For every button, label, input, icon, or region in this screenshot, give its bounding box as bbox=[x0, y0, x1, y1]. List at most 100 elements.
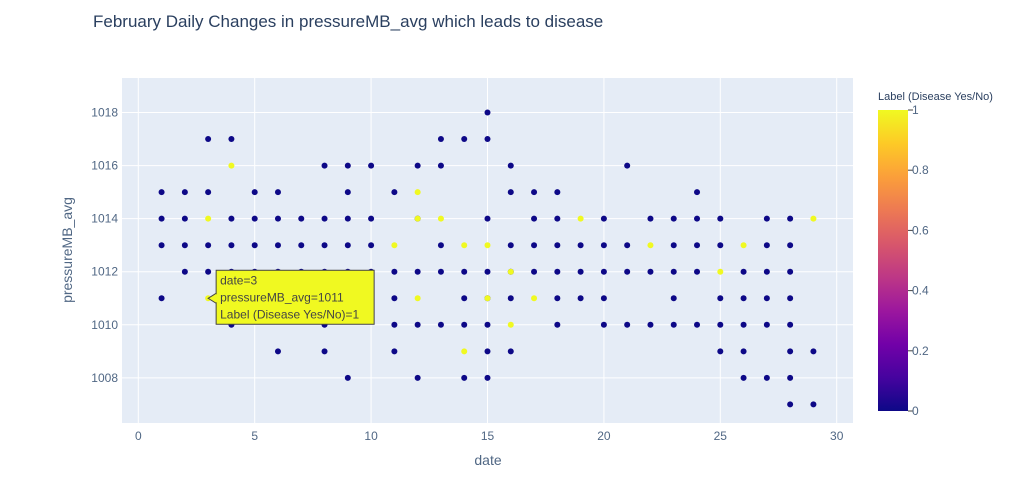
y-axis-title: pressureMB_avg bbox=[59, 197, 75, 303]
scatter-point bbox=[554, 215, 561, 222]
scatter-point bbox=[461, 136, 468, 143]
hover-box bbox=[215, 269, 375, 325]
scatter-point bbox=[461, 268, 468, 275]
scatter-point bbox=[810, 348, 817, 355]
scatter-point bbox=[181, 215, 188, 222]
colorbar-gradient bbox=[878, 110, 908, 411]
scatter-point bbox=[484, 215, 491, 222]
scatter-point bbox=[344, 242, 351, 249]
scatter-point bbox=[600, 215, 607, 222]
scatter-point bbox=[251, 189, 258, 196]
scatter-point bbox=[531, 189, 538, 196]
colorbar-tick-label: 0.2 bbox=[912, 344, 929, 358]
scatter-point bbox=[228, 162, 235, 169]
scatter-point bbox=[507, 321, 514, 328]
scatter-point bbox=[274, 242, 281, 249]
scatter-point bbox=[670, 242, 677, 249]
scatter-point bbox=[228, 136, 235, 143]
scatter-point bbox=[717, 321, 724, 328]
scatter-point bbox=[158, 295, 165, 302]
scatter-point bbox=[298, 242, 305, 249]
scatter-point bbox=[368, 162, 375, 169]
scatter-point bbox=[600, 242, 607, 249]
scatter-point bbox=[600, 268, 607, 275]
scatter-point bbox=[577, 215, 584, 222]
scatter-point bbox=[763, 374, 770, 381]
scatter-point bbox=[600, 295, 607, 302]
scatter-point bbox=[391, 242, 398, 249]
scatter-point bbox=[461, 374, 468, 381]
scatter-point bbox=[391, 348, 398, 355]
scatter-point bbox=[647, 242, 654, 249]
scatter-point bbox=[763, 215, 770, 222]
x-tick-label: 0 bbox=[135, 429, 142, 443]
scatter-point bbox=[810, 401, 817, 408]
scatter-point bbox=[717, 295, 724, 302]
scatter-point bbox=[414, 295, 421, 302]
x-tick-label: 25 bbox=[714, 429, 728, 443]
scatter-point bbox=[484, 242, 491, 249]
hover-line: pressureMB_avg=1011 bbox=[220, 290, 344, 304]
scatter-point bbox=[344, 189, 351, 196]
scatter-point bbox=[321, 162, 328, 169]
scatter-point bbox=[414, 162, 421, 169]
scatter-point bbox=[694, 242, 701, 249]
scatter-point bbox=[321, 348, 328, 355]
scatter-point bbox=[694, 189, 701, 196]
scatter-point bbox=[740, 321, 747, 328]
scatter-point bbox=[414, 215, 421, 222]
y-tick-label: 1010 bbox=[91, 318, 118, 332]
x-tick-label: 5 bbox=[251, 429, 258, 443]
hover-line: Label (Disease Yes/No)=1 bbox=[220, 307, 359, 321]
scatter-point bbox=[531, 295, 538, 302]
scatter-point bbox=[624, 242, 631, 249]
scatter-point bbox=[321, 215, 328, 222]
scatter-point bbox=[484, 136, 491, 143]
colorbar-tick-label: 0.6 bbox=[912, 223, 929, 237]
x-tick-label: 15 bbox=[481, 429, 495, 443]
colorbar: Label (Disease Yes/No) 0 0.2 0.4 0.6 0.8 1 bbox=[878, 91, 993, 418]
scatter-point bbox=[414, 374, 421, 381]
tick-labels: 0 5 10 15 20 25 30 1008 1010 1012 1014 1016 1018 bbox=[91, 106, 843, 444]
scatter-point bbox=[647, 321, 654, 328]
scatter-point bbox=[670, 321, 677, 328]
scatter-point bbox=[414, 268, 421, 275]
scatter-point bbox=[391, 268, 398, 275]
scatter-point bbox=[484, 268, 491, 275]
scatter-point bbox=[694, 215, 701, 222]
scatter-point bbox=[391, 321, 398, 328]
scatter-point bbox=[531, 242, 538, 249]
scatter-point bbox=[484, 348, 491, 355]
scatter-point bbox=[554, 189, 561, 196]
scatter-point bbox=[763, 295, 770, 302]
scatter-point bbox=[577, 268, 584, 275]
scatter-point bbox=[740, 374, 747, 381]
scatter-point bbox=[531, 215, 538, 222]
hover-joint bbox=[215, 294, 219, 303]
scatter-point bbox=[437, 215, 444, 222]
scatter-point bbox=[274, 189, 281, 196]
scatter-point bbox=[763, 321, 770, 328]
scatter-point bbox=[694, 321, 701, 328]
scatter-point bbox=[624, 321, 631, 328]
scatter-point bbox=[554, 268, 561, 275]
scatter-point bbox=[740, 295, 747, 302]
scatter-point bbox=[740, 348, 747, 355]
scatter-point bbox=[694, 268, 701, 275]
scatter-point bbox=[437, 242, 444, 249]
scatter-point bbox=[158, 242, 165, 249]
scatter-point bbox=[461, 348, 468, 355]
scatter-point bbox=[763, 268, 770, 275]
x-tick-label: 30 bbox=[830, 429, 844, 443]
scatter-point bbox=[298, 215, 305, 222]
scatter-point bbox=[437, 162, 444, 169]
scatter-point bbox=[624, 162, 631, 169]
scatter-point bbox=[461, 295, 468, 302]
scatter-point bbox=[205, 215, 212, 222]
scatter-point bbox=[717, 348, 724, 355]
y-tick-label: 1016 bbox=[91, 159, 118, 173]
scatter-point bbox=[717, 242, 724, 249]
x-axis-title: date bbox=[474, 452, 501, 468]
scatter-point bbox=[251, 242, 258, 249]
